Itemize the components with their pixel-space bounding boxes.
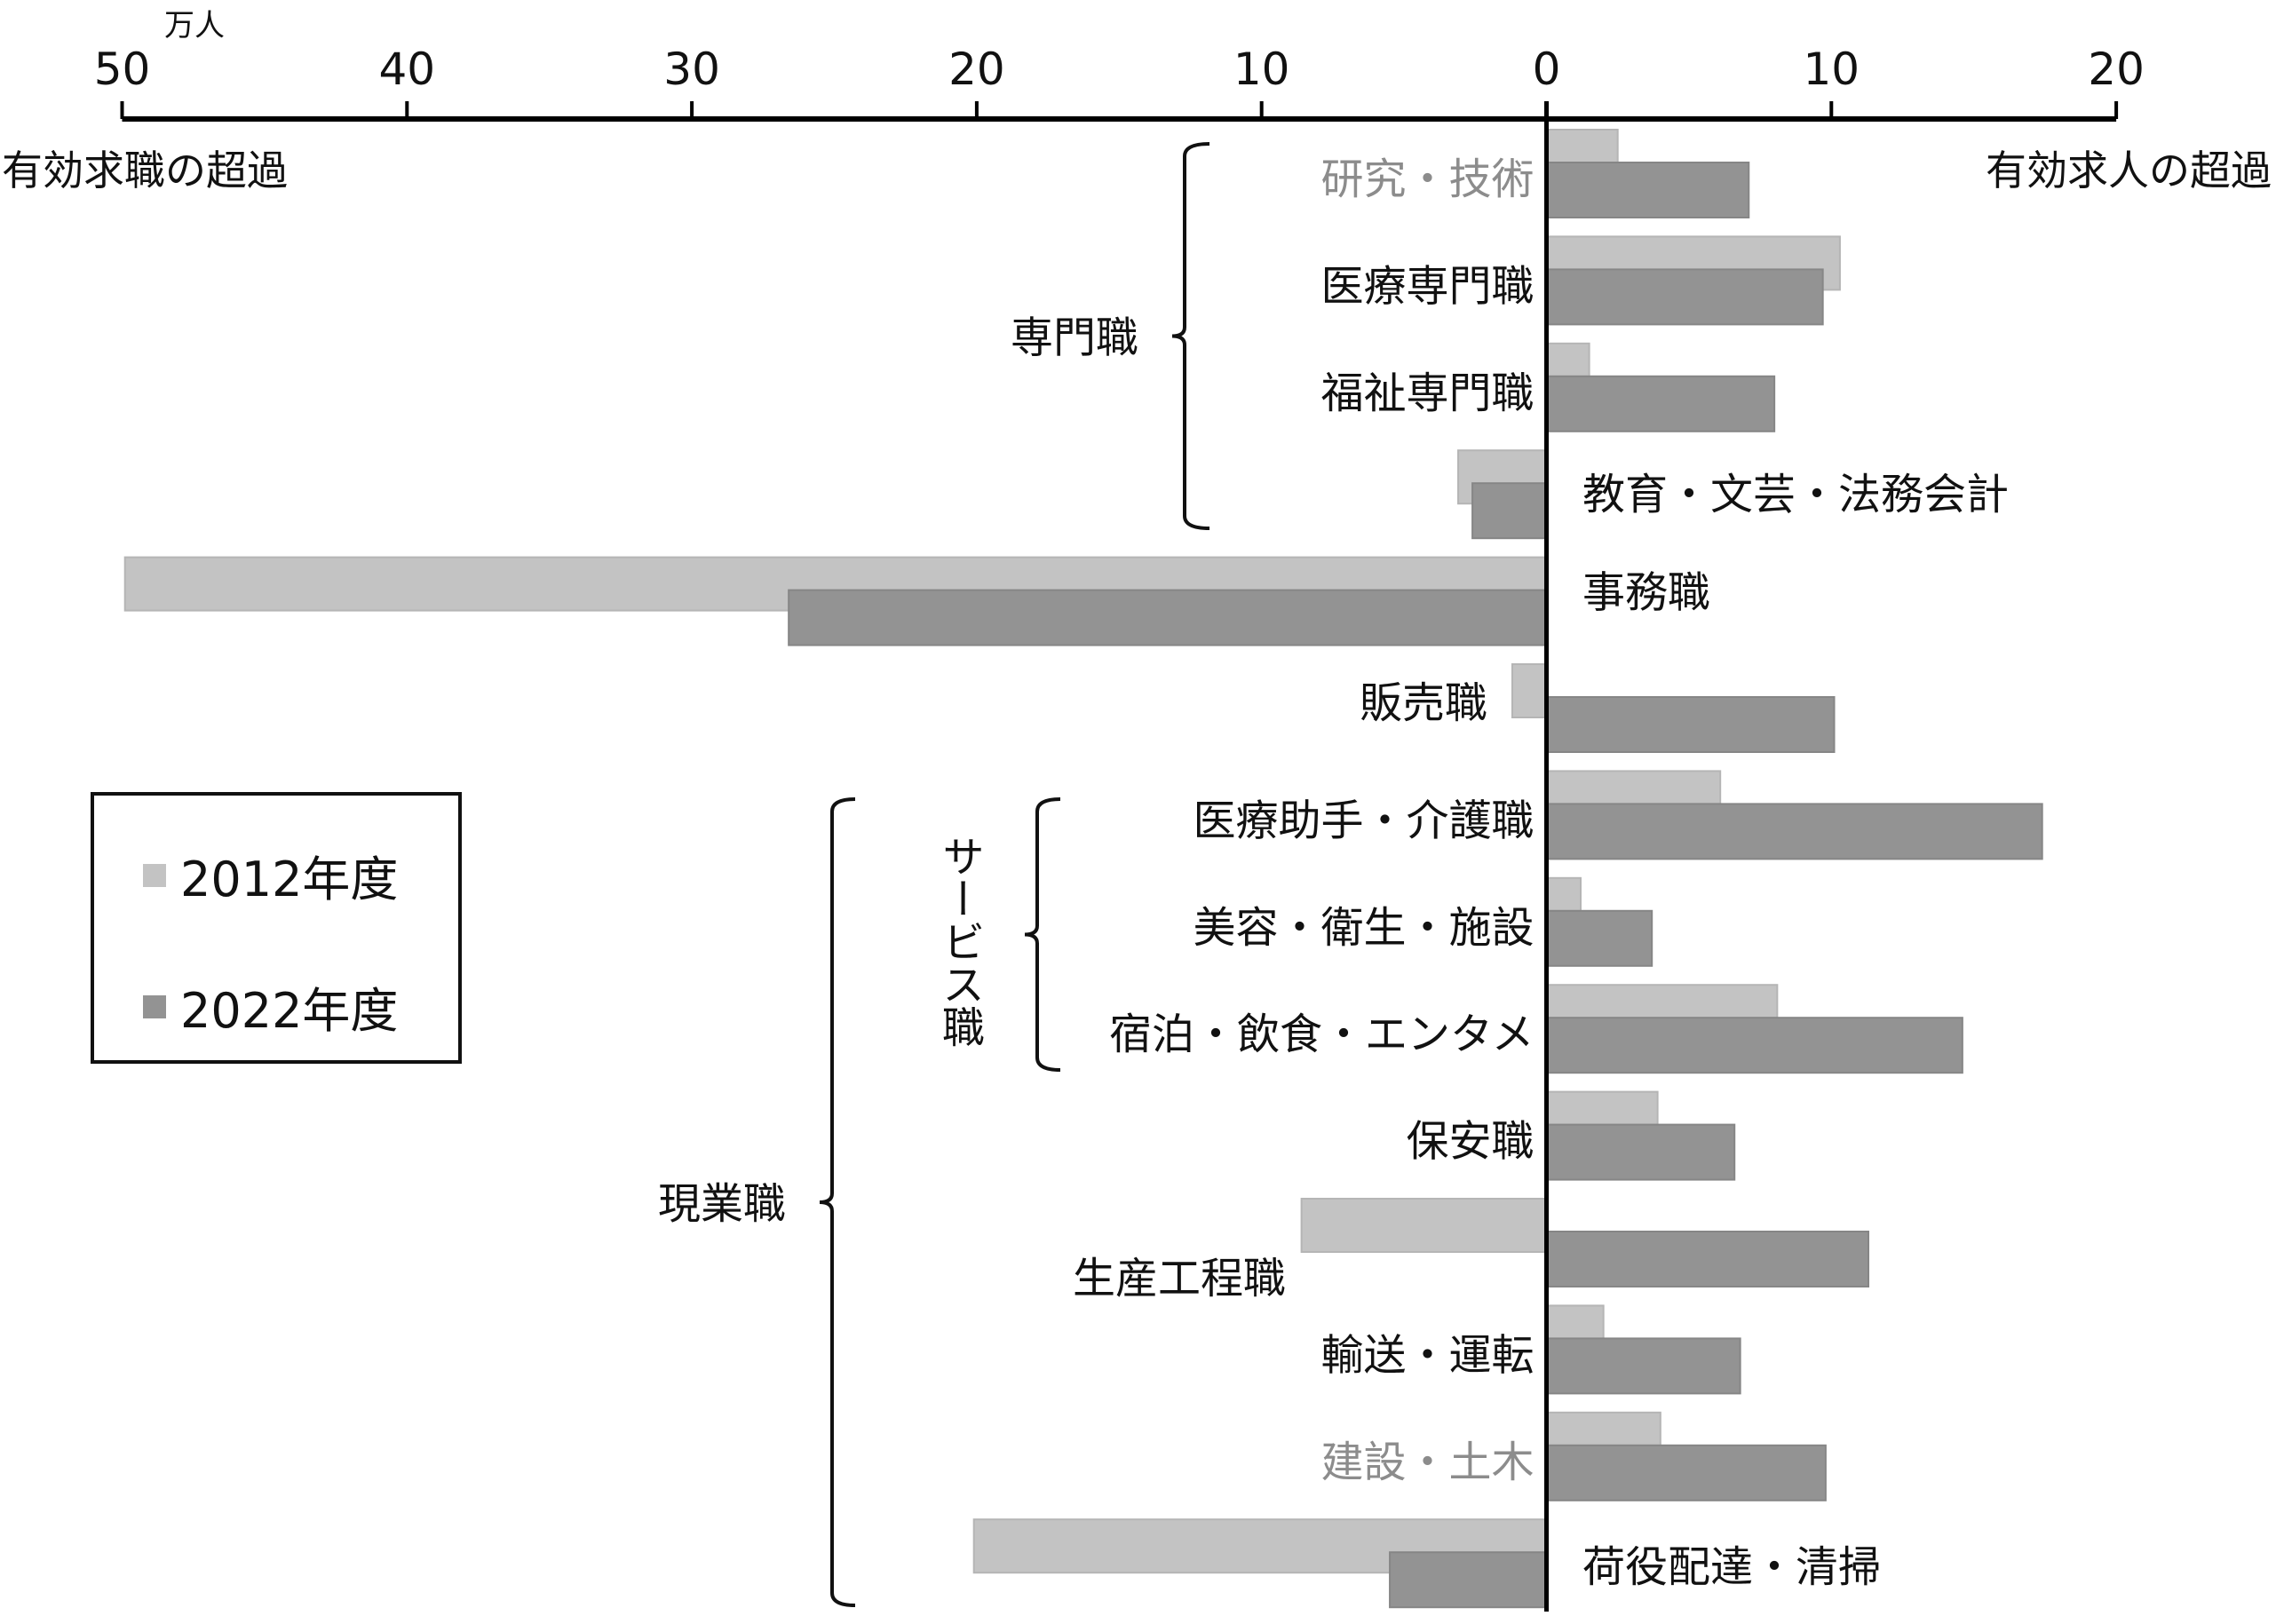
bar-2022 — [1545, 375, 1776, 432]
group-bracket — [819, 797, 856, 1607]
category-label: 事務職 — [1582, 568, 1710, 618]
legend-label-2022: 2022年度 — [180, 983, 399, 1039]
x-tick-label: 0 — [1533, 44, 1561, 95]
bar-2022 — [1545, 909, 1653, 967]
bar-2022 — [1545, 803, 2043, 860]
category-label: 荷役配達・清掃 — [1582, 1542, 1881, 1592]
group-label-field: 現業職 — [658, 1179, 786, 1229]
right-side-label: 有効求人の超過 — [1986, 147, 2272, 194]
x-tick-label: 10 — [1233, 44, 1290, 95]
left-side-label: 有効求職の超過 — [2, 147, 288, 194]
category-label: 美容・衛生・施設 — [1193, 903, 1534, 953]
category-label: 福祉専門職 — [1320, 368, 1534, 418]
bar-2022 — [1545, 1017, 1963, 1074]
x-tick-label: 30 — [663, 44, 720, 95]
legend-item-2012: 2012年度 — [143, 840, 398, 910]
bar-2012 — [1511, 663, 1548, 718]
category-label: 宿泊・飲食・エンタメ — [1109, 1010, 1535, 1059]
bar-2022 — [1545, 162, 1750, 218]
bar-2022 — [1545, 1444, 1827, 1501]
category-label: 建設・土木 — [1320, 1438, 1534, 1487]
category-label: 医療専門職 — [1320, 261, 1534, 311]
bar-2022 — [1545, 1123, 1736, 1181]
bar-2012 — [1300, 1198, 1548, 1253]
category-label: 販売職 — [1360, 678, 1487, 728]
bar-2022 — [1471, 482, 1548, 540]
category-label: 研究・技術 — [1320, 154, 1534, 204]
x-tick-label: 20 — [948, 44, 1005, 95]
group-bracket — [1171, 142, 1210, 530]
legend: 2012年度 2022年度 — [91, 792, 462, 1064]
x-tick-label: 10 — [1803, 44, 1860, 95]
category-label: 教育・文芸・法務会計 — [1582, 470, 2009, 519]
category-label: 輸送・運転 — [1320, 1330, 1534, 1380]
legend-item-2022: 2022年度 — [143, 971, 398, 1042]
bar-2022 — [1545, 268, 1824, 326]
group-label-service: サービス職 — [934, 835, 984, 1048]
x-tick-label: 50 — [94, 44, 151, 95]
x-tick-label: 20 — [2088, 44, 2145, 95]
x-tick-label: 40 — [378, 44, 435, 95]
unit-label: 万人 — [164, 8, 225, 44]
category-label: 生産工程職 — [1073, 1254, 1286, 1303]
bar-2022 — [788, 589, 1548, 646]
category-label: 保安職 — [1406, 1117, 1534, 1167]
category-labels: 研究・技術医療専門職福祉専門職教育・文芸・法務会計事務職販売職医療助手・介護職美… — [1073, 154, 2009, 1592]
legend-label-2012: 2012年度 — [180, 852, 399, 907]
bar-2022 — [1545, 1337, 1741, 1395]
legend-swatch-2012 — [143, 863, 166, 887]
bar-2022 — [1545, 696, 1836, 753]
category-label: 医療助手・介護職 — [1193, 796, 1534, 845]
group-label-specialist: 専門職 — [1011, 313, 1138, 363]
bar-2022 — [1389, 1551, 1548, 1609]
bars — [123, 101, 2043, 1612]
bar-2022 — [1545, 1231, 1870, 1287]
legend-swatch-2022 — [143, 994, 166, 1018]
group-bracket — [1024, 797, 1061, 1072]
